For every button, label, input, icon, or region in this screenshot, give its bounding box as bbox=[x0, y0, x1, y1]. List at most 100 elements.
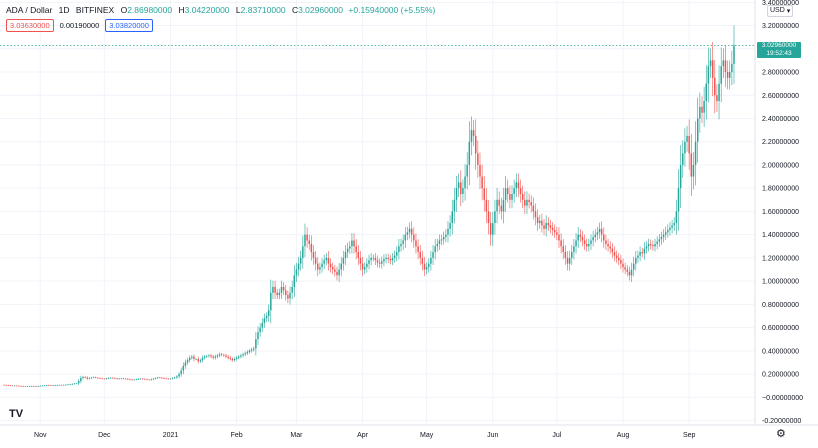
candle bbox=[97, 377, 99, 379]
candle bbox=[238, 354, 240, 360]
candle bbox=[675, 199, 678, 235]
x-tick-label: Jul bbox=[552, 432, 561, 439]
candle bbox=[581, 230, 584, 247]
ohlc-low-key: L bbox=[235, 5, 241, 15]
candle bbox=[511, 185, 513, 209]
candle bbox=[105, 377, 108, 380]
candle bbox=[135, 378, 138, 381]
candle bbox=[317, 257, 319, 277]
candle bbox=[146, 378, 148, 381]
candle bbox=[556, 226, 558, 241]
candle bbox=[543, 219, 545, 236]
candle bbox=[470, 116, 473, 156]
candle bbox=[52, 384, 54, 387]
candle bbox=[532, 197, 535, 220]
candle bbox=[436, 238, 439, 252]
candle bbox=[509, 185, 511, 209]
candle bbox=[652, 240, 654, 251]
candle bbox=[383, 254, 385, 267]
candle bbox=[216, 353, 219, 359]
candle bbox=[331, 262, 334, 275]
candle bbox=[504, 175, 507, 212]
candle bbox=[684, 128, 686, 167]
candle bbox=[167, 378, 170, 380]
candle bbox=[82, 375, 84, 380]
y-tick-label: 2.80000000 bbox=[762, 70, 799, 77]
ohlc-open-value: 2.86980000 bbox=[127, 5, 173, 15]
candle bbox=[321, 258, 323, 273]
candle bbox=[293, 265, 296, 297]
candle bbox=[357, 245, 360, 265]
candle bbox=[378, 258, 381, 268]
candle bbox=[553, 224, 556, 238]
candle bbox=[323, 254, 325, 270]
candle bbox=[517, 173, 520, 197]
candle bbox=[334, 264, 336, 277]
candle bbox=[295, 262, 298, 282]
candle bbox=[699, 92, 701, 133]
candle bbox=[212, 354, 214, 360]
candle bbox=[178, 372, 180, 379]
candle bbox=[289, 286, 291, 305]
sell-price-button[interactable]: 3.03630000 bbox=[6, 19, 54, 32]
candle bbox=[310, 235, 313, 261]
gear-icon[interactable]: ⚙ bbox=[776, 428, 786, 440]
time-axis[interactable]: Nov Dec 2021 Feb Mar Apr May Jun Jul Aug Sep bbox=[34, 432, 695, 439]
symbol-name[interactable]: ADA / Dollar bbox=[6, 5, 53, 15]
candle bbox=[387, 253, 389, 264]
x-tick-label: Feb bbox=[231, 432, 243, 439]
candle bbox=[515, 173, 518, 198]
candle bbox=[660, 231, 663, 245]
y-tick-label: −0.00000000 bbox=[762, 395, 803, 402]
candle bbox=[355, 239, 357, 260]
chart-grid bbox=[0, 0, 754, 424]
buy-price-button[interactable]: 3.03820000 bbox=[105, 19, 153, 32]
candle bbox=[161, 377, 163, 379]
candle bbox=[669, 222, 671, 236]
candle bbox=[588, 238, 590, 252]
candle bbox=[575, 233, 577, 254]
candle bbox=[432, 244, 434, 265]
candle bbox=[724, 45, 727, 88]
x-tick-label: Mar bbox=[290, 432, 303, 439]
candle bbox=[479, 152, 481, 190]
price-axis[interactable]: -0.20000000 −0.00000000 0.20000000 0.400000… bbox=[762, 0, 803, 425]
candle bbox=[545, 215, 547, 237]
candle bbox=[208, 354, 210, 358]
candle bbox=[203, 354, 206, 360]
quote-bar: 3.03630000 0.00190000 3.03820000 bbox=[6, 19, 153, 32]
candle bbox=[297, 256, 300, 277]
candle bbox=[615, 250, 618, 263]
currency-selector[interactable]: USD ▾ bbox=[767, 5, 794, 17]
candle bbox=[182, 362, 185, 375]
tradingview-logo[interactable]: TV bbox=[9, 408, 24, 420]
candle bbox=[376, 255, 379, 268]
candle bbox=[690, 133, 693, 197]
candle bbox=[692, 152, 695, 190]
candle bbox=[549, 219, 552, 234]
interval-label[interactable]: 1D bbox=[58, 5, 70, 15]
ohlc-low-value: 2.83710000 bbox=[240, 5, 286, 15]
candle bbox=[485, 188, 488, 224]
candle bbox=[24, 385, 27, 387]
candle bbox=[483, 176, 486, 212]
candle bbox=[3, 384, 5, 386]
candle bbox=[325, 253, 328, 266]
candle bbox=[171, 377, 174, 380]
candle bbox=[58, 384, 61, 386]
candle bbox=[368, 254, 370, 270]
candle bbox=[524, 191, 526, 214]
candle bbox=[242, 352, 244, 358]
symbol-legend[interactable]: ADA / Dollar 1D BITFINEX O2.86980000 H3.… bbox=[6, 5, 435, 15]
candle bbox=[438, 234, 441, 250]
candle bbox=[174, 376, 176, 379]
candle bbox=[188, 355, 191, 363]
candle bbox=[472, 120, 475, 146]
ohlc-high-key: H bbox=[178, 5, 185, 15]
candle bbox=[718, 65, 720, 120]
candle bbox=[154, 377, 157, 380]
candle bbox=[639, 246, 641, 262]
candle bbox=[453, 187, 456, 224]
candle bbox=[116, 377, 118, 380]
